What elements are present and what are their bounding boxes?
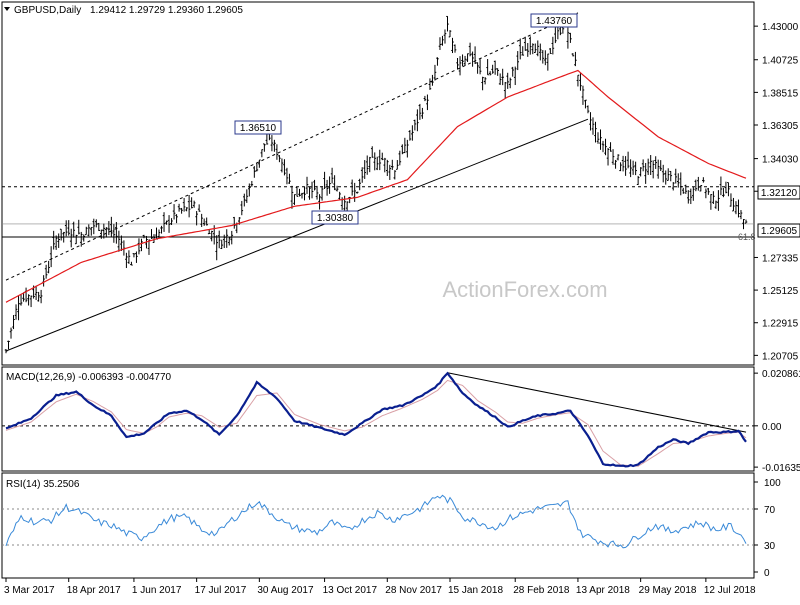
- symbol-label: GBPUSD,Daily: [14, 5, 81, 16]
- rsi-line: [5, 494, 747, 549]
- x-axis: 3 Mar 2017 18 Apr 2017 1 Jun 2017 17 Jul 20…: [4, 578, 756, 596]
- x-tick-label: 28 Nov 2017: [385, 585, 442, 596]
- ohlc-values: 1.29412 1.29729 1.29360 1.29605: [90, 5, 243, 16]
- macd-tick-label: 0.020861: [762, 369, 800, 380]
- rsi-tick-label: 100: [764, 478, 781, 489]
- price-panel-frame: [1, 1, 755, 366]
- x-tick-label: 18 Apr 2017: [67, 585, 121, 596]
- svg-text:1.32120: 1.32120: [761, 188, 798, 199]
- price-label-high-2: 1.43760: [530, 13, 578, 28]
- price-tick-label: 1.25125: [762, 286, 799, 297]
- price-tick-label: 1.22915: [762, 319, 799, 330]
- rsi-tick-label: 70: [764, 505, 776, 516]
- price-label-low: 1.30380: [311, 210, 359, 225]
- macd-tick-label: 0.00: [762, 422, 782, 433]
- price-tick-label: 1.38515: [762, 88, 799, 99]
- rsi-tick-label: 30: [764, 541, 776, 552]
- macd-panel-frame: [1, 366, 755, 472]
- watermark: ActionForex.com: [442, 277, 607, 302]
- price-tick-label: 1.27335: [762, 253, 799, 264]
- resistance-level-box: 1.32120: [757, 185, 800, 200]
- price-candles: [4, 15, 748, 354]
- x-tick-label: 28 Feb 2018: [513, 585, 570, 596]
- x-tick-label: 3 Mar 2017: [4, 585, 55, 596]
- dropdown-triangle-icon[interactable]: [4, 7, 10, 11]
- fib-label: 61.8: [738, 232, 756, 242]
- x-tick-label: 12 Jul 2018: [704, 585, 756, 596]
- macd-y-axis: 0.020861 0.00 -0.016357: [2, 369, 800, 474]
- price-tick-label: 1.40725: [762, 56, 799, 67]
- x-tick-label: 1 Jun 2017: [132, 585, 182, 596]
- x-tick-label: 30 Aug 2017: [257, 585, 314, 596]
- macd-title: MACD(12,26,9) -0.006393 -0.004770: [6, 372, 172, 383]
- svg-text:1.43760: 1.43760: [536, 16, 573, 27]
- price-tick-label: 1.20705: [762, 351, 799, 362]
- x-tick-label: 15 Jan 2018: [448, 585, 503, 596]
- current-price-box: 1.29605: [757, 223, 800, 238]
- price-label-high-1: 1.36510: [234, 120, 282, 135]
- moving-average-line: [5, 69, 747, 303]
- rsi-tick-label: 0: [764, 568, 770, 579]
- trendlines: [2, 12, 754, 352]
- x-tick-label: 13 Apr 2018: [576, 585, 630, 596]
- macd-trendline: [447, 372, 747, 433]
- support-trendline: [5, 118, 589, 352]
- x-tick-label: 29 May 2018: [639, 585, 697, 596]
- x-tick-label: 13 Oct 2017: [323, 585, 378, 596]
- x-tick-label: 17 Jul 2017: [195, 585, 247, 596]
- price-tick-label: 1.43000: [762, 22, 799, 33]
- chart-header: GBPUSD,Daily 1.29412 1.29729 1.29360 1.2…: [4, 5, 243, 16]
- price-tick-label: 1.36305: [762, 121, 799, 132]
- svg-text:1.36510: 1.36510: [240, 123, 277, 134]
- svg-text:1.30380: 1.30380: [317, 213, 354, 224]
- rsi-title: RSI(14) 35.2506: [6, 479, 80, 490]
- macd-tick-label: -0.016357: [762, 463, 800, 474]
- rsi-panel-frame: [1, 472, 755, 579]
- macd-line: [5, 371, 747, 468]
- price-tick-label: 1.34030: [762, 155, 799, 166]
- svg-text:1.29605: 1.29605: [761, 226, 798, 237]
